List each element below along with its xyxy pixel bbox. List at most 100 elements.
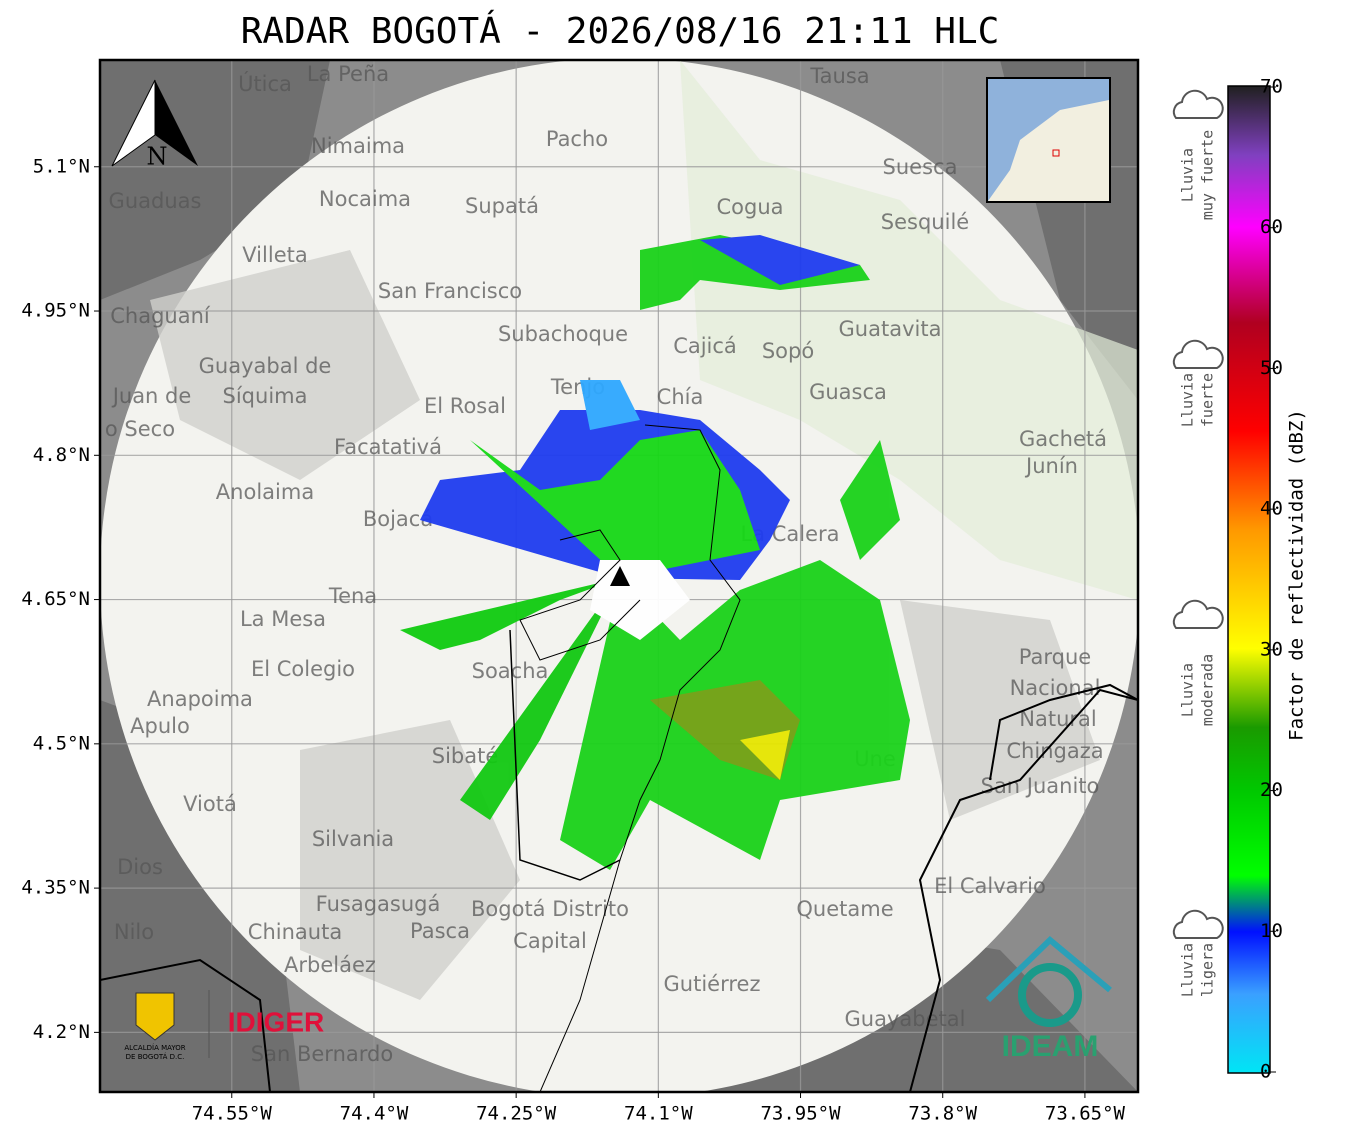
y-tick-label: 4.65°N — [21, 588, 90, 610]
place-label: Capital — [513, 929, 587, 953]
rain-icon — [1172, 599, 1224, 629]
place-label: Guayabal de — [199, 354, 332, 378]
rain-class-label: Lluvia — [1179, 373, 1197, 427]
place-label: Pasca — [410, 919, 470, 943]
place-label: El Rosal — [424, 394, 506, 418]
colorbar-tick-label: 30 — [1260, 638, 1283, 660]
colorbar-tick-label: 50 — [1260, 357, 1283, 379]
place-label: La Peña — [307, 62, 389, 86]
logo-idiger: IDIGER — [228, 1006, 324, 1037]
place-label: Gutiérrez — [664, 972, 761, 996]
place-label: Junín — [1024, 454, 1078, 478]
colorbar-ticks: 0 10 20 30 40 50 60 70 — [1260, 76, 1283, 1083]
grid — [100, 60, 1138, 1092]
place-label: Tausa — [809, 64, 869, 88]
boundaries — [100, 424, 1138, 1092]
place-label: Dios — [117, 855, 163, 879]
place-label: Nilo — [114, 920, 154, 944]
place-label: Juan de — [111, 384, 192, 408]
place-label: Facatativá — [334, 435, 442, 459]
place-label: San Bernardo — [251, 1042, 393, 1066]
place-label: Suesca — [883, 155, 958, 179]
place-label: Chinauta — [248, 920, 342, 944]
terrain-relief — [150, 250, 1100, 1000]
place-label: Nacional — [1010, 676, 1101, 700]
place-label: Gachetá — [1019, 427, 1107, 451]
rain-class-label: Lluvia — [1179, 943, 1197, 997]
rain-icon — [1172, 339, 1224, 369]
place-label: Nimaima — [311, 134, 405, 158]
place-label: Chaguaní — [110, 304, 211, 328]
place-label: El Colegio — [251, 657, 355, 681]
place-label: Villeta — [242, 243, 307, 267]
place-label: Supatá — [465, 194, 539, 218]
rain-icon — [1172, 909, 1224, 939]
place-labels: La Peña Útica Tausa Pacho Nimaima Suesca Guadu… — [105, 62, 1107, 1066]
colorbar-tick-label: 70 — [1260, 76, 1283, 98]
place-label: Guayabetal — [845, 1007, 966, 1031]
north-arrow: N — [111, 79, 198, 171]
colorbar-tick-label: 0 — [1260, 1061, 1271, 1083]
place-label: Quetame — [796, 897, 893, 921]
y-tick-label: 5.1°N — [33, 155, 90, 177]
x-tick-label: 73.8°W — [908, 1103, 977, 1125]
place-label: Chingaza — [1006, 739, 1103, 763]
x-tick-label: 74.4°W — [340, 1103, 409, 1125]
inset-map — [986, 77, 1111, 203]
place-label: Arbeláez — [284, 953, 376, 977]
place-label: Cogua — [716, 195, 783, 219]
place-label: San Juanito — [981, 774, 1100, 798]
colorbar — [1227, 85, 1271, 1074]
rain-class-label: Lluvia — [1179, 148, 1197, 202]
x-tick-label: 73.95°W — [760, 1103, 841, 1125]
y-tick-label: 4.8°N — [33, 444, 90, 466]
title: RADAR BOGOTÁ - 2026/08/16 21:11 HLC — [241, 10, 1000, 52]
place-label: Nocaima — [319, 187, 411, 211]
rain-class-label: ligera — [1199, 943, 1217, 997]
colorbar-tick-label: 10 — [1260, 920, 1283, 942]
place-label: Natural — [1019, 707, 1096, 731]
place-label: Subachoque — [498, 322, 628, 346]
map: La Peña Útica Tausa Pacho Nimaima Suesca Guadu… — [100, 60, 1138, 1092]
x-tick-label: 74.1°W — [624, 1103, 693, 1125]
logo-text: DE BOGOTÁ D.C. — [126, 1052, 185, 1061]
place-label: Anolaima — [216, 480, 314, 504]
x-tick-label: 73.65°W — [1045, 1103, 1126, 1125]
place-label: Síquima — [223, 384, 308, 408]
rain-class-label: Lluvia — [1179, 663, 1197, 717]
y-tick-label: 4.35°N — [21, 877, 90, 899]
y-tick-label: 4.2°N — [33, 1021, 90, 1043]
axes: 74.55°W 74.4°W 74.25°W 74.1°W 73.95°W 73.8°W 7… — [21, 155, 1125, 1124]
place-label: Anapoima — [147, 687, 253, 711]
colorbar-label: Factor de reflectividad (dBZ) — [1286, 409, 1308, 741]
place-label: Guaduas — [109, 189, 202, 213]
logo-alcaldia: ALCALDÍA MAYOR DE BOGOTÁ D.C. IDIGER — [124, 990, 324, 1061]
colorbar-tick-label: 40 — [1260, 498, 1283, 520]
place-label: Soacha — [472, 659, 549, 683]
place-label: Sopó — [762, 339, 814, 363]
place-label: El Calvario — [934, 874, 1046, 898]
place-label: Pacho — [546, 127, 608, 151]
place-label: Guatavita — [839, 317, 942, 341]
place-label: o Seco — [105, 417, 175, 441]
place-label: Guasca — [809, 380, 887, 404]
rain-class-label: muy fuerte — [1199, 130, 1217, 220]
y-tick-label: 4.5°N — [33, 732, 90, 754]
rain-icon — [1172, 89, 1224, 119]
vegetation — [680, 60, 1138, 600]
place-label: Silvania — [312, 827, 394, 851]
logo-text: ALCALDÍA MAYOR — [124, 1043, 185, 1052]
place-label: La Mesa — [240, 607, 326, 631]
rain-class-label: fuerte — [1199, 373, 1217, 427]
place-label: Apulo — [130, 714, 190, 738]
map-frame — [98, 58, 1140, 1094]
north-label: N — [147, 143, 168, 171]
logo-ideam: IDEAM — [985, 935, 1112, 1063]
x-tick-label: 74.25°W — [476, 1103, 557, 1125]
place-label: Fusagasugá — [316, 892, 441, 916]
colorbar-tick-label: 60 — [1260, 216, 1283, 238]
rain-class-label: moderada — [1199, 654, 1217, 726]
place-label: Parque — [1019, 645, 1091, 669]
